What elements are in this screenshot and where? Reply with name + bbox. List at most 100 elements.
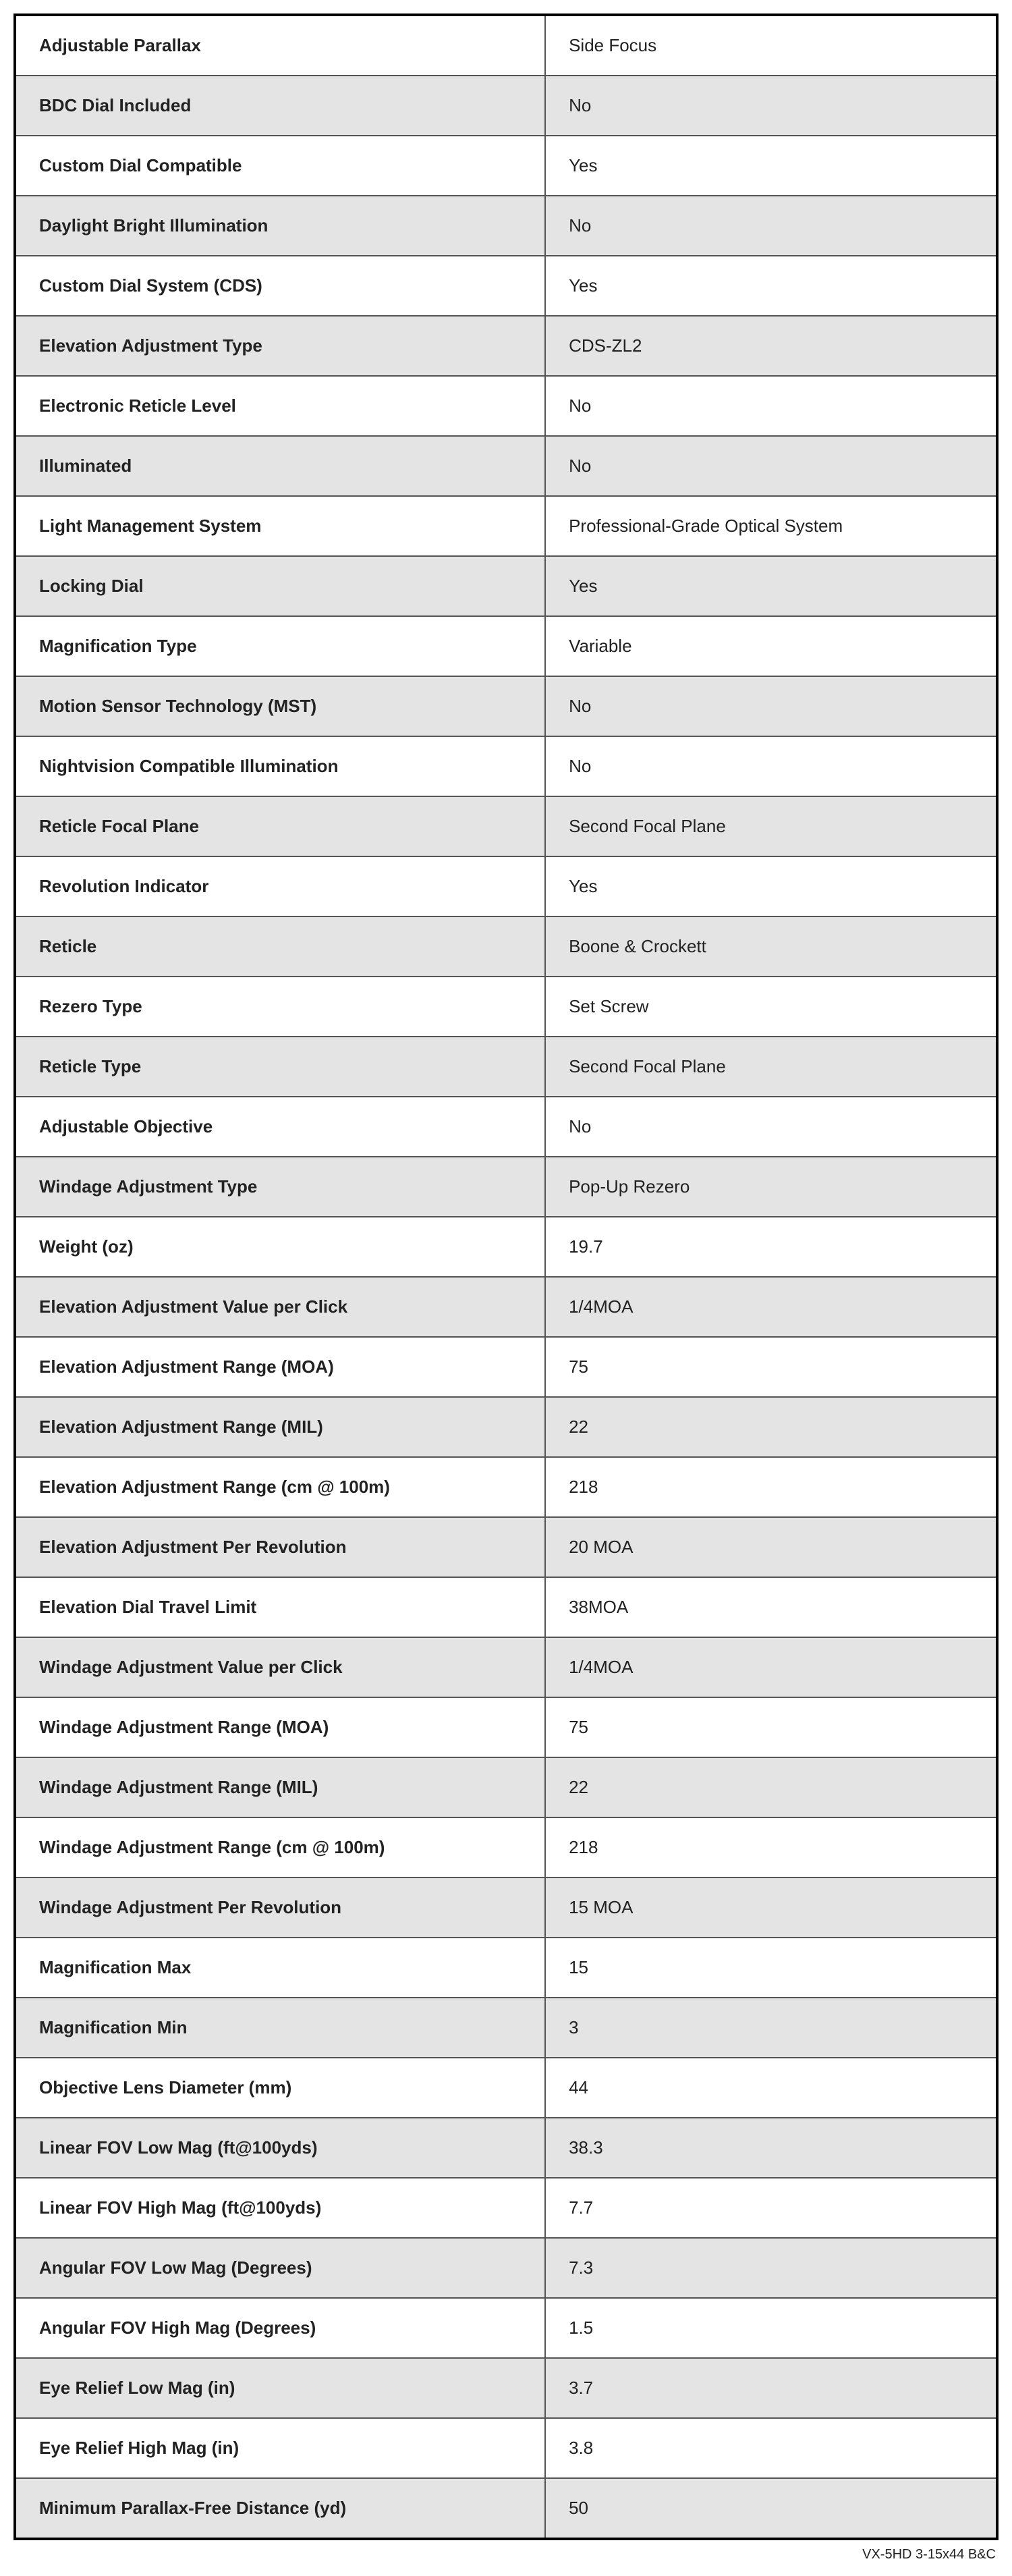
spec-label: Windage Adjustment Per Revolution <box>16 1878 545 1938</box>
spec-label: Elevation Adjustment Range (MIL) <box>16 1397 545 1457</box>
spec-value: Set Screw <box>545 977 996 1037</box>
spec-label: Elevation Adjustment Range (cm @ 100m) <box>16 1457 545 1517</box>
spec-label: Angular FOV Low Mag (Degrees) <box>16 2238 545 2298</box>
table-row: Objective Lens Diameter (mm)44 <box>16 2058 996 2118</box>
spec-value: 15 MOA <box>545 1878 996 1938</box>
table-row: Elevation Dial Travel Limit38MOA <box>16 1577 996 1637</box>
table-row: Elevation Adjustment Per Revolution20 MO… <box>16 1517 996 1577</box>
spec-label: Minimum Parallax-Free Distance (yd) <box>16 2478 545 2538</box>
spec-value: No <box>545 376 996 436</box>
table-row: Angular FOV Low Mag (Degrees)7.3 <box>16 2238 996 2298</box>
table-row: Windage Adjustment Range (MOA)75 <box>16 1697 996 1757</box>
spec-label: Adjustable Objective <box>16 1097 545 1157</box>
spec-value: Yes <box>545 556 996 616</box>
spec-label: Windage Adjustment Type <box>16 1157 545 1217</box>
spec-value: 44 <box>545 2058 996 2118</box>
spec-value: Side Focus <box>545 16 996 76</box>
spec-label: Illuminated <box>16 436 545 496</box>
spec-label: Windage Adjustment Range (MOA) <box>16 1697 545 1757</box>
spec-label: Windage Adjustment Value per Click <box>16 1637 545 1697</box>
spec-value: 218 <box>545 1457 996 1517</box>
table-row: Locking DialYes <box>16 556 996 616</box>
footer-product-name: VX-5HD 3-15x44 B&C <box>13 2547 999 2563</box>
table-row: Daylight Bright IlluminationNo <box>16 196 996 256</box>
spec-label: Adjustable Parallax <box>16 16 545 76</box>
spec-value: 75 <box>545 1697 996 1757</box>
table-row: Elevation Adjustment Range (MOA)75 <box>16 1337 996 1397</box>
spec-value: 38.3 <box>545 2118 996 2178</box>
spec-value: 7.7 <box>545 2178 996 2238</box>
spec-label: Magnification Max <box>16 1938 545 1998</box>
table-row: Motion Sensor Technology (MST)No <box>16 676 996 736</box>
spec-value: Yes <box>545 256 996 316</box>
table-row: ReticleBoone & Crockett <box>16 916 996 977</box>
spec-label: Weight (oz) <box>16 1217 545 1277</box>
table-row: Adjustable ObjectiveNo <box>16 1097 996 1157</box>
spec-value: 50 <box>545 2478 996 2538</box>
spec-value: Professional-Grade Optical System <box>545 496 996 556</box>
spec-table: Adjustable ParallaxSide FocusBDC Dial In… <box>16 16 996 2538</box>
table-row: IlluminatedNo <box>16 436 996 496</box>
spec-value: 1.5 <box>545 2298 996 2358</box>
spec-value: 3.8 <box>545 2418 996 2478</box>
spec-label: Revolution Indicator <box>16 856 545 916</box>
spec-label: Elevation Adjustment Per Revolution <box>16 1517 545 1577</box>
spec-value: 38MOA <box>545 1577 996 1637</box>
spec-value: 19.7 <box>545 1217 996 1277</box>
table-row: Linear FOV High Mag (ft@100yds)7.7 <box>16 2178 996 2238</box>
spec-value: 75 <box>545 1337 996 1397</box>
spec-label: Reticle Focal Plane <box>16 796 545 856</box>
table-row: Linear FOV Low Mag (ft@100yds)38.3 <box>16 2118 996 2178</box>
spec-label: Eye Relief Low Mag (in) <box>16 2358 545 2418</box>
table-row: Angular FOV High Mag (Degrees)1.5 <box>16 2298 996 2358</box>
spec-value: 22 <box>545 1757 996 1817</box>
table-row: Elevation Adjustment Range (cm @ 100m)21… <box>16 1457 996 1517</box>
spec-value: 1/4MOA <box>545 1277 996 1337</box>
table-row: Minimum Parallax-Free Distance (yd)50 <box>16 2478 996 2538</box>
table-row: Electronic Reticle LevelNo <box>16 376 996 436</box>
spec-label: Windage Adjustment Range (MIL) <box>16 1757 545 1817</box>
spec-value: 3.7 <box>545 2358 996 2418</box>
spec-value: 15 <box>545 1938 996 1998</box>
spec-value: No <box>545 1097 996 1157</box>
spec-label: Elevation Adjustment Range (MOA) <box>16 1337 545 1397</box>
spec-label: Linear FOV High Mag (ft@100yds) <box>16 2178 545 2238</box>
table-row: Custom Dial CompatibleYes <box>16 136 996 196</box>
table-row: Elevation Adjustment Range (MIL)22 <box>16 1397 996 1457</box>
spec-value: Boone & Crockett <box>545 916 996 977</box>
spec-label: Nightvision Compatible Illumination <box>16 736 545 796</box>
table-row: Adjustable ParallaxSide Focus <box>16 16 996 76</box>
table-row: Windage Adjustment Range (cm @ 100m)218 <box>16 1817 996 1878</box>
spec-label: Daylight Bright Illumination <box>16 196 545 256</box>
spec-label: Rezero Type <box>16 977 545 1037</box>
spec-label: Light Management System <box>16 496 545 556</box>
table-row: Magnification TypeVariable <box>16 616 996 676</box>
table-row: BDC Dial IncludedNo <box>16 76 996 136</box>
table-row: Light Management SystemProfessional-Grad… <box>16 496 996 556</box>
table-row: Reticle Focal PlaneSecond Focal Plane <box>16 796 996 856</box>
table-row: Weight (oz)19.7 <box>16 1217 996 1277</box>
table-row: Revolution IndicatorYes <box>16 856 996 916</box>
spec-label: Angular FOV High Mag (Degrees) <box>16 2298 545 2358</box>
spec-label: Electronic Reticle Level <box>16 376 545 436</box>
spec-value: 1/4MOA <box>545 1637 996 1697</box>
spec-value: 22 <box>545 1397 996 1457</box>
spec-value: Yes <box>545 856 996 916</box>
table-row: Magnification Min3 <box>16 1998 996 2058</box>
spec-value: No <box>545 196 996 256</box>
spec-label: Reticle <box>16 916 545 977</box>
spec-label: Elevation Dial Travel Limit <box>16 1577 545 1637</box>
spec-label: Custom Dial Compatible <box>16 136 545 196</box>
table-row: Windage Adjustment Range (MIL)22 <box>16 1757 996 1817</box>
spec-label: Linear FOV Low Mag (ft@100yds) <box>16 2118 545 2178</box>
spec-value: CDS-ZL2 <box>545 316 996 376</box>
table-row: Eye Relief Low Mag (in)3.7 <box>16 2358 996 2418</box>
spec-value: 7.3 <box>545 2238 996 2298</box>
table-row: Magnification Max15 <box>16 1938 996 1998</box>
spec-value: Second Focal Plane <box>545 796 996 856</box>
spec-value: No <box>545 76 996 136</box>
table-row: Eye Relief High Mag (in)3.8 <box>16 2418 996 2478</box>
table-row: Elevation Adjustment Value per Click1/4M… <box>16 1277 996 1337</box>
spec-value: 3 <box>545 1998 996 2058</box>
table-row: Windage Adjustment Per Revolution15 MOA <box>16 1878 996 1938</box>
